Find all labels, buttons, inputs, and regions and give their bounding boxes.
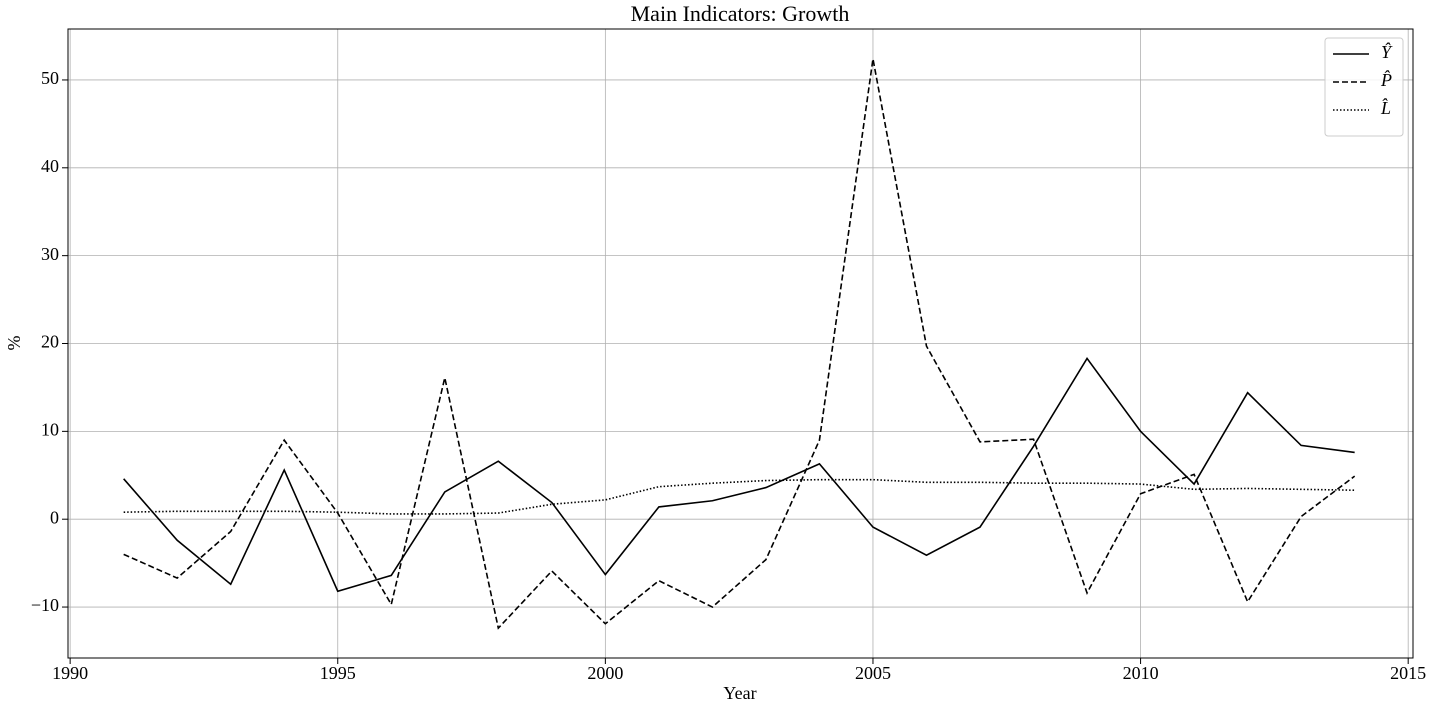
- legend-label: P̂: [1380, 70, 1392, 90]
- x-tick-label: 2005: [855, 663, 891, 683]
- y-tick-label: 0: [50, 507, 59, 527]
- chart-title: Main Indicators: Growth: [631, 1, 850, 26]
- y-tick-label: 20: [41, 332, 59, 352]
- x-tick-label: 2015: [1390, 663, 1426, 683]
- plot-frame: [67, 28, 1414, 659]
- y-tick-label: 30: [41, 244, 59, 264]
- x-tick-label: 1990: [52, 663, 88, 683]
- y-tick-label: −10: [31, 595, 59, 615]
- legend-label: Ŷ: [1381, 41, 1393, 62]
- y-tick-label: 10: [41, 419, 59, 439]
- legend-box: [1324, 37, 1404, 137]
- x-tick-label: 2010: [1123, 663, 1159, 683]
- series-line: [123, 356, 1355, 593]
- series-line: [123, 58, 1356, 630]
- x-tick-label: 2000: [587, 663, 623, 683]
- x-tick-label: 1995: [320, 663, 356, 683]
- x-axis-label: Year: [723, 683, 756, 703]
- y-axis-label: %: [4, 336, 24, 351]
- y-tick-label: 40: [41, 156, 59, 176]
- y-tick-label: 50: [41, 68, 59, 88]
- legend: Ŷ P̂ L̂: [1324, 37, 1404, 137]
- series-line: [123, 478, 1355, 515]
- legend-label: L̂: [1380, 98, 1391, 118]
